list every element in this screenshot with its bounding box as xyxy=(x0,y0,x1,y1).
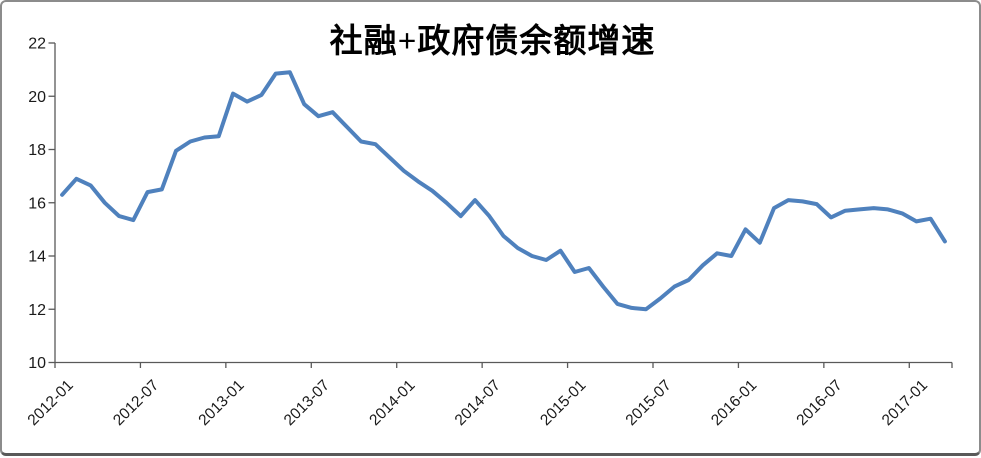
x-axis-label: 2012-07 xyxy=(110,377,162,429)
y-axis-label: 10 xyxy=(28,355,46,372)
y-axis-label: 14 xyxy=(28,249,46,266)
x-axis-label: 2016-01 xyxy=(708,377,760,429)
x-axis-label: 2014-07 xyxy=(452,377,504,429)
y-axis-label: 16 xyxy=(28,195,46,212)
x-axis-label: 2016-07 xyxy=(793,377,845,429)
x-axis-label: 2014-01 xyxy=(366,377,418,429)
x-axis-label: 2017-01 xyxy=(879,377,931,429)
data-series-line xyxy=(60,70,947,312)
y-axis-label: 20 xyxy=(28,89,46,106)
x-axis-label: 2012-01 xyxy=(25,377,77,429)
y-axis-label: 12 xyxy=(28,302,46,319)
x-axis-label: 2015-01 xyxy=(537,377,589,429)
y-axis-label: 22 xyxy=(28,36,46,53)
x-axis-label: 2015-07 xyxy=(623,377,675,429)
chart-title: 社融+政府债余额增速 xyxy=(329,24,656,60)
x-axis-label: 2013-01 xyxy=(195,377,247,429)
x-axis-label: 2013-07 xyxy=(281,377,333,429)
y-axis-label: 18 xyxy=(28,142,46,159)
